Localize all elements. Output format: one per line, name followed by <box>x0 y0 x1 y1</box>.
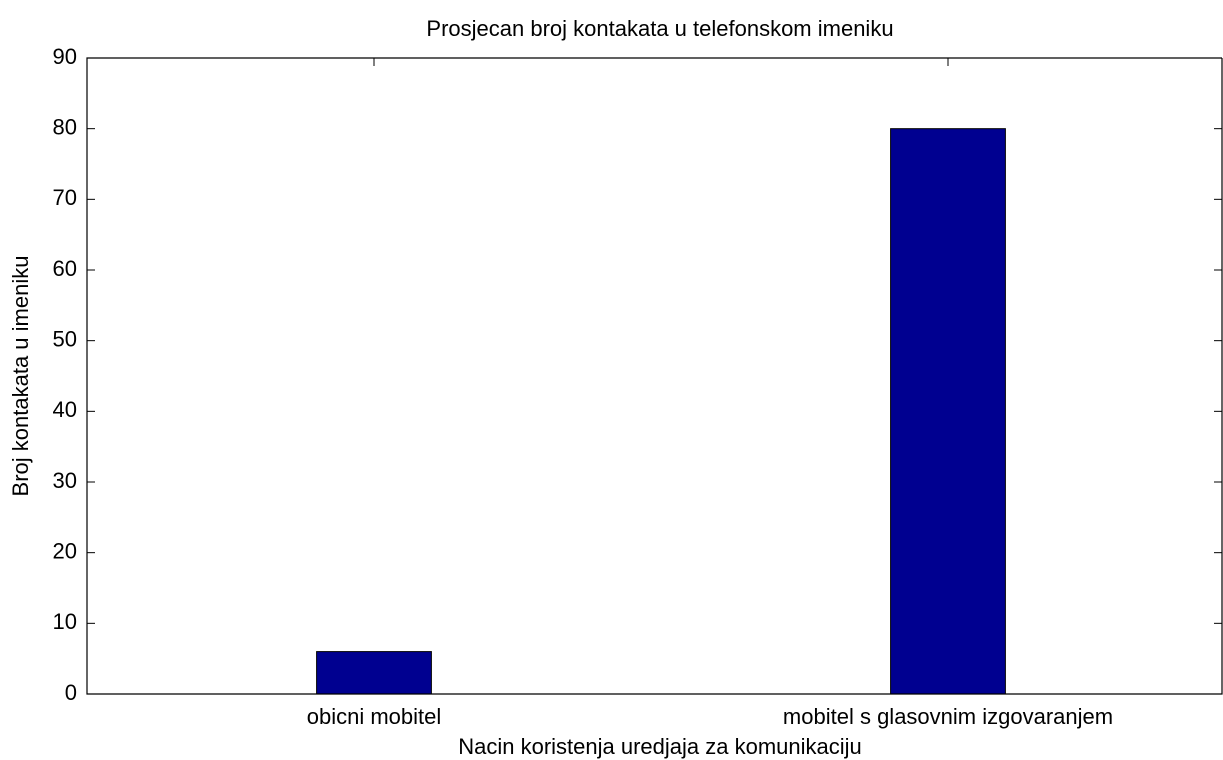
y-tick-label: 70 <box>53 185 77 210</box>
y-tick-label: 30 <box>53 468 77 493</box>
y-tick-label: 80 <box>53 114 77 139</box>
x-tick-label: obicni mobitel <box>307 704 442 729</box>
y-tick-label: 90 <box>53 44 77 69</box>
y-tick-label: 50 <box>53 326 77 351</box>
chart-title: Prosjecan broj kontakata u telefonskom i… <box>426 16 893 41</box>
x-axis-label: Nacin koristenja uredjaja za komunikacij… <box>458 734 862 759</box>
bar <box>890 128 1006 695</box>
y-tick-label: 10 <box>53 609 77 634</box>
y-axis-label: Broj kontakata u imeniku <box>8 256 33 497</box>
y-tick-label: 60 <box>53 256 77 281</box>
bar <box>316 651 432 695</box>
y-tick-label: 40 <box>53 397 77 422</box>
y-tick-label: 0 <box>65 680 77 705</box>
x-tick-label: mobitel s glasovnim izgovaranjem <box>783 704 1113 729</box>
y-tick-label: 20 <box>53 538 77 563</box>
axes-frame <box>86 57 1223 695</box>
